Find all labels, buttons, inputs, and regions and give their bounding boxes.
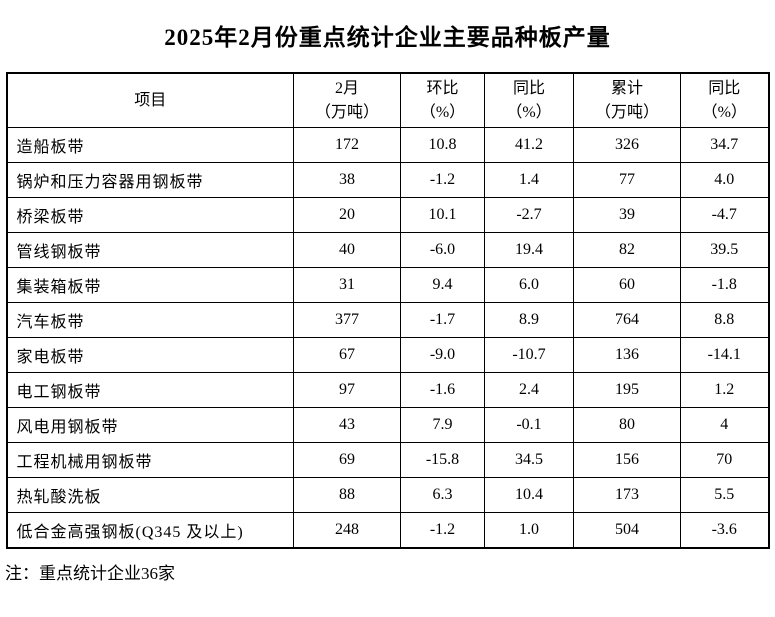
cell-mom: -1.2 [400,162,485,198]
cell-yoy: 1.0 [484,512,574,549]
header-cumulative: 累计 （万吨） [573,72,681,128]
cell-mom: 10.1 [400,197,485,233]
table-row: 造船板带 172 10.8 41.2 326 34.7 [6,127,769,163]
cell-cum-yoy: 4 [680,407,769,443]
cell-mom: 10.8 [400,127,485,163]
cell-cum: 195 [573,372,681,408]
header-yoy: 同比 （%） [484,72,574,128]
cell-feb: 377 [293,302,401,338]
table-row: 家电板带 67 -9.0 -10.7 136 -14.1 [6,337,769,373]
cell-cum: 39 [573,197,681,233]
table-row: 风电用钢板带 43 7.9 -0.1 80 4 [6,407,769,443]
cell-feb: 172 [293,127,401,163]
cell-feb: 20 [293,197,401,233]
cell-mom: -9.0 [400,337,485,373]
table-row: 管线钢板带 40 -6.0 19.4 82 39.5 [6,232,769,268]
cell-feb: 43 [293,407,401,443]
cell-cum-yoy: -14.1 [680,337,769,373]
cell-yoy: 2.4 [484,372,574,408]
cell-cum: 173 [573,477,681,513]
cell-cum-yoy: -4.7 [680,197,769,233]
cell-item: 风电用钢板带 [6,407,294,443]
cell-item: 桥梁板带 [6,197,294,233]
cell-yoy: 34.5 [484,442,574,478]
header-row: 项目 2月 （万吨） 环比 （%） 同比 （%） 累计 （万吨） 同比 （%） [6,72,769,128]
cell-item: 热轧酸洗板 [6,477,294,513]
cell-cum: 82 [573,232,681,268]
cell-yoy: -10.7 [484,337,574,373]
cell-feb: 31 [293,267,401,303]
header-cum-yoy: 同比 （%） [680,72,769,128]
cell-item: 低合金高强钢板(Q345 及以上) [6,512,294,549]
cell-feb: 38 [293,162,401,198]
cell-cum: 326 [573,127,681,163]
cell-cum-yoy: 70 [680,442,769,478]
page-title: 2025年2月份重点统计企业主要品种板产量 [164,25,611,50]
cell-yoy: 1.4 [484,162,574,198]
cell-feb: 88 [293,477,401,513]
cell-cum-yoy: 5.5 [680,477,769,513]
cell-yoy: 8.9 [484,302,574,338]
cell-cum: 156 [573,442,681,478]
cell-item: 造船板带 [6,127,294,163]
cell-yoy: 41.2 [484,127,574,163]
cell-mom: 6.3 [400,477,485,513]
cell-mom: -1.6 [400,372,485,408]
table-row: 工程机械用钢板带 69 -15.8 34.5 156 70 [6,442,769,478]
cell-cum-yoy: 39.5 [680,232,769,268]
cell-feb: 69 [293,442,401,478]
cell-cum-yoy: 1.2 [680,372,769,408]
cell-cum-yoy: 34.7 [680,127,769,163]
cell-cum: 136 [573,337,681,373]
table-row: 热轧酸洗板 88 6.3 10.4 173 5.5 [6,477,769,513]
header-feb: 2月 （万吨） [293,72,401,128]
production-table: 项目 2月 （万吨） 环比 （%） 同比 （%） 累计 （万吨） 同比 （%） … [5,72,770,549]
cell-mom: 7.9 [400,407,485,443]
cell-mom: -1.2 [400,512,485,549]
cell-yoy: 19.4 [484,232,574,268]
cell-cum-yoy: 4.0 [680,162,769,198]
table-row: 汽车板带 377 -1.7 8.9 764 8.8 [6,302,769,338]
table-row: 锅炉和压力容器用钢板带 38 -1.2 1.4 77 4.0 [6,162,769,198]
cell-yoy: 6.0 [484,267,574,303]
table-row: 电工钢板带 97 -1.6 2.4 195 1.2 [6,372,769,408]
table-row: 桥梁板带 20 10.1 -2.7 39 -4.7 [6,197,769,233]
cell-cum-yoy: 8.8 [680,302,769,338]
header-mom: 环比 （%） [400,72,485,128]
table-header: 项目 2月 （万吨） 环比 （%） 同比 （%） 累计 （万吨） 同比 （%） [6,72,769,128]
cell-mom: 9.4 [400,267,485,303]
cell-item: 管线钢板带 [6,232,294,268]
cell-yoy: -0.1 [484,407,574,443]
cell-item: 工程机械用钢板带 [6,442,294,478]
cell-feb: 97 [293,372,401,408]
cell-item: 集装箱板带 [6,267,294,303]
footnote: 注：重点统计企业36家 [5,564,175,583]
table-row: 低合金高强钢板(Q345 及以上) 248 -1.2 1.0 504 -3.6 [6,512,769,549]
cell-cum: 504 [573,512,681,549]
cell-feb: 40 [293,232,401,268]
cell-mom: -15.8 [400,442,485,478]
cell-cum: 77 [573,162,681,198]
cell-cum-yoy: -1.8 [680,267,769,303]
cell-item: 汽车板带 [6,302,294,338]
cell-feb: 67 [293,337,401,373]
cell-mom: -1.7 [400,302,485,338]
cell-yoy: -2.7 [484,197,574,233]
cell-cum: 60 [573,267,681,303]
table-body: 造船板带 172 10.8 41.2 326 34.7 锅炉和压力容器用钢板带 … [6,127,769,549]
cell-item: 家电板带 [6,337,294,373]
cell-item: 锅炉和压力容器用钢板带 [6,162,294,198]
cell-cum: 764 [573,302,681,338]
cell-cum-yoy: -3.6 [680,512,769,549]
cell-cum: 80 [573,407,681,443]
cell-item: 电工钢板带 [6,372,294,408]
header-item: 项目 [6,72,294,128]
table-row: 集装箱板带 31 9.4 6.0 60 -1.8 [6,267,769,303]
cell-mom: -6.0 [400,232,485,268]
cell-yoy: 10.4 [484,477,574,513]
cell-feb: 248 [293,512,401,549]
